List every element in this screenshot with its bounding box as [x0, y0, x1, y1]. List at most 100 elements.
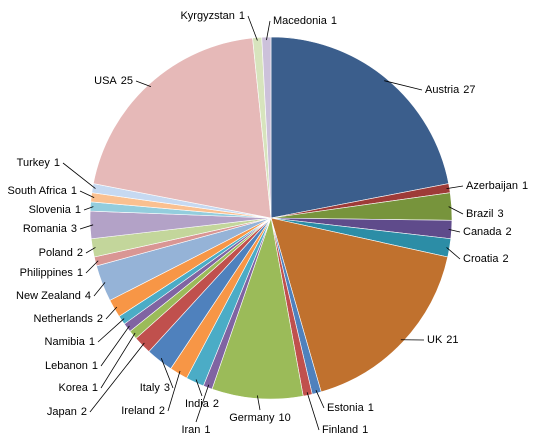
label-category: Macedonia [273, 15, 328, 27]
leader-line [195, 379, 203, 397]
data-label: Macedonia 1 [273, 15, 337, 27]
data-label: Japan 2 [47, 406, 87, 418]
leader-line [266, 20, 271, 41]
label-value: 1 [92, 382, 98, 394]
data-label: Korea 1 [59, 382, 98, 394]
leader-line [306, 392, 320, 431]
label-category: India [185, 398, 210, 410]
data-label: Azerbaijan 1 [466, 180, 528, 192]
label-value: 4 [85, 290, 91, 302]
label-value: 1 [71, 185, 77, 197]
leader-line [446, 247, 461, 260]
leader-line [79, 190, 95, 198]
label-category: Namibia [45, 336, 86, 348]
leader-line [89, 342, 145, 413]
label-category: UK [427, 334, 443, 346]
data-label: Slovenia 1 [29, 204, 81, 216]
label-value: 1 [77, 267, 83, 279]
data-label: Romania 3 [23, 223, 77, 235]
label-value: 2 [77, 247, 83, 259]
data-label: India 2 [185, 398, 219, 410]
label-value: 1 [54, 157, 60, 169]
leader-line [100, 332, 136, 389]
label-category: Canada [463, 226, 502, 238]
label-value: 2 [506, 226, 512, 238]
label-category: New Zealand [16, 290, 81, 302]
label-value: 1 [368, 402, 374, 414]
leader-line [247, 15, 258, 41]
label-value: 2 [213, 398, 219, 410]
label-value: 21 [446, 334, 458, 346]
label-value: 2 [81, 406, 87, 418]
label-value: 2 [97, 313, 103, 325]
pie-slice [261, 36, 272, 219]
data-label: Netherlands 2 [34, 313, 103, 325]
label-category: Brazil [466, 208, 494, 220]
label-category: Germany [229, 412, 275, 424]
leader-line [93, 282, 106, 297]
label-category: Finland [322, 424, 358, 436]
data-label: Ireland 2 [121, 405, 165, 417]
label-category: Ireland [121, 405, 155, 417]
label-category: Italy [140, 382, 161, 394]
label-category: Japan [47, 406, 77, 418]
leader-line [384, 80, 423, 91]
label-value: 1 [522, 180, 528, 192]
leader-line [167, 370, 181, 412]
leader-line [446, 185, 464, 189]
label-category: Turkey [17, 157, 51, 169]
data-label: Poland 2 [39, 247, 83, 259]
leader-line [448, 206, 464, 215]
data-label: Namibia 1 [45, 336, 95, 348]
label-category: Estonia [327, 402, 365, 414]
leader-line [97, 318, 125, 343]
label-value: 2 [502, 253, 508, 265]
leader-line [100, 325, 130, 367]
label-category: Austria [425, 84, 460, 96]
data-label: Croatia 2 [463, 253, 509, 265]
label-value: 1 [75, 204, 81, 216]
label-category: Iran [181, 424, 200, 436]
data-label: Philippines 1 [20, 267, 83, 279]
data-label: Iran 1 [181, 424, 210, 436]
leader-line [105, 306, 118, 320]
data-label: Brazil 3 [466, 208, 504, 220]
label-value: 3 [71, 223, 77, 235]
pie-slice [270, 217, 449, 393]
leader-line [83, 206, 94, 211]
leader-line [79, 224, 94, 230]
label-category: Korea [59, 382, 89, 394]
label-category: South Africa [8, 185, 68, 197]
leader-line [315, 390, 325, 409]
label-category: Lebanon [45, 360, 88, 372]
leader-line [85, 260, 99, 274]
label-value: 10 [279, 412, 291, 424]
data-label: New Zealand 4 [16, 290, 91, 302]
data-label: Italy 3 [140, 382, 170, 394]
leader-line [160, 358, 174, 389]
label-value: 1 [89, 336, 95, 348]
data-label: Lebanon 1 [45, 360, 98, 372]
label-category: Poland [39, 247, 73, 259]
data-label: Germany 10 [229, 412, 291, 424]
label-category: Kyrgyzstan [180, 10, 234, 22]
label-category: Slovenia [29, 204, 72, 216]
pie-slice [270, 36, 450, 219]
label-value: 1 [331, 15, 337, 27]
pie-slice [211, 216, 304, 400]
data-label: Turkey 1 [17, 157, 60, 169]
leader-line [135, 80, 152, 88]
label-value: 1 [204, 424, 210, 436]
data-label: Estonia 1 [327, 402, 374, 414]
leader-line [195, 384, 210, 423]
label-value: 25 [121, 75, 133, 87]
leader-line [256, 395, 261, 411]
data-label: Austria 27 [425, 84, 476, 96]
label-category: Romania [23, 223, 68, 235]
label-value: 3 [498, 208, 504, 220]
label-value: 1 [362, 424, 368, 436]
label-category: Croatia [463, 253, 499, 265]
leader-line [85, 247, 96, 254]
label-category: Netherlands [34, 313, 94, 325]
